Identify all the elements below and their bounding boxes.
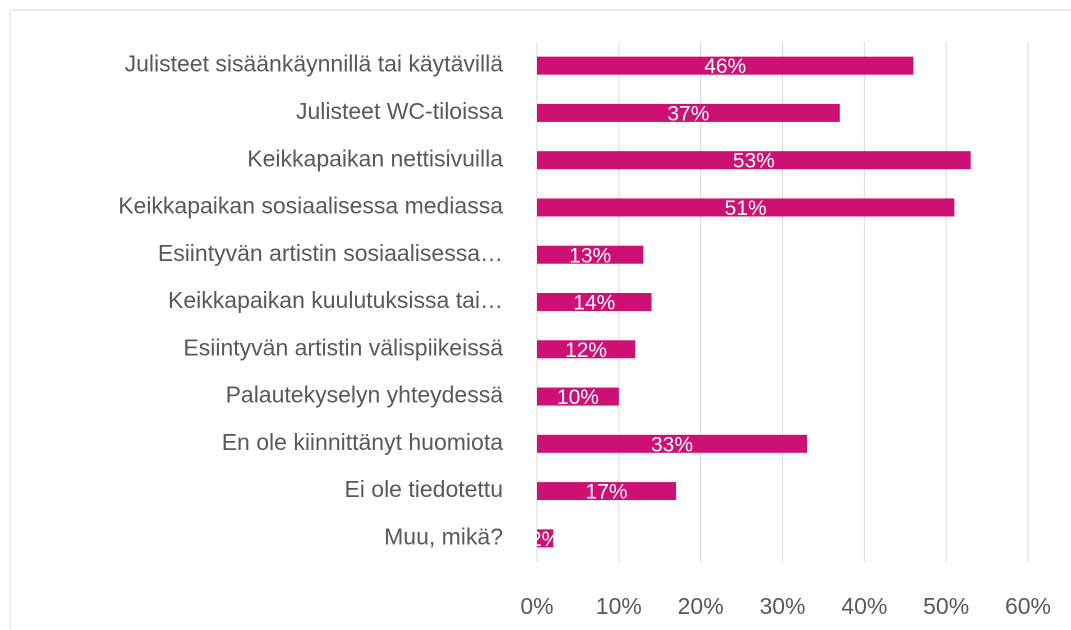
y-tick-label: Ei ole tiedotettu [344, 476, 503, 502]
bar [537, 529, 554, 548]
value-label: 17% [586, 481, 628, 504]
y-tick-label: Keikkapaikan nettisivuilla [247, 145, 503, 171]
bar [537, 387, 619, 406]
value-label: 33% [651, 433, 693, 456]
bar [537, 482, 677, 501]
y-tick-label: Esiintyvän artistin välispiikeissä [183, 334, 503, 360]
bar [537, 340, 636, 359]
x-tick-label: 20% [678, 593, 724, 619]
bar [537, 56, 914, 75]
value-label: 51% [725, 197, 767, 220]
y-tick-label: Julisteet WC-tiloissa [296, 98, 503, 124]
value-label: 46% [704, 55, 746, 78]
y-tick-label: En ole kiinnittänyt huomiota [222, 429, 503, 455]
x-tick-label: 60% [1005, 593, 1051, 619]
x-tick-label: 0% [520, 593, 553, 619]
bar [537, 198, 955, 217]
value-label: 37% [667, 102, 709, 125]
value-label: 2% [530, 528, 560, 551]
bar [537, 434, 808, 453]
bar [537, 293, 652, 311]
y-tick-label: Julisteet sisäänkäynnillä tai käytävillä [125, 51, 504, 77]
value-label: 12% [565, 339, 607, 362]
value-label: 14% [573, 292, 615, 315]
x-tick-label: 10% [596, 593, 642, 619]
x-tick-label: 30% [759, 593, 805, 619]
x-tick-label: 50% [923, 593, 969, 619]
x-tick-label: 40% [841, 593, 887, 619]
value-label: 13% [569, 244, 611, 267]
chart-frame [9, 9, 1071, 630]
bar [537, 151, 971, 170]
y-tick-label: Keikkapaikan sosiaalisessa mediassa [118, 193, 503, 219]
value-label: 53% [733, 150, 775, 173]
bar [537, 103, 840, 122]
bar [537, 245, 644, 264]
y-tick-label: Muu, mikä? [384, 523, 503, 549]
y-tick-label: Esiintyvän artistin sosiaalisessa… [158, 240, 503, 266]
y-tick-label: Keikkapaikan kuulutuksissa tai… [168, 287, 503, 313]
y-tick-label: Palautekyselyn yhteydessä [226, 382, 504, 408]
value-label: 10% [557, 386, 599, 409]
